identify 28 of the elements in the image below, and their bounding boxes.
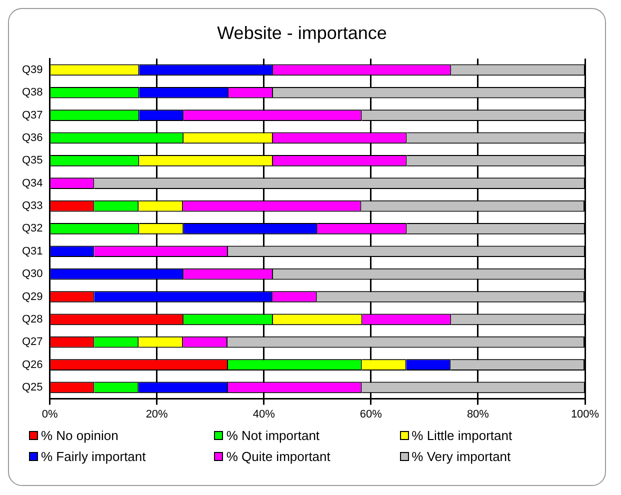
y-tick-label: Q25 [22, 381, 43, 394]
y-tick-label: Q28 [22, 313, 43, 326]
y-tick-label: Q29 [22, 290, 43, 303]
x-tick-label: 40% [252, 408, 276, 420]
x-tick-label: 20% [146, 408, 168, 420]
y-tick-label: Q27 [22, 336, 43, 348]
x-tick-label: 80% [466, 408, 490, 420]
legend-label: % Very important [412, 449, 511, 464]
y-tick-label: Q35 [22, 154, 43, 167]
x-tick-label: 100% [570, 408, 600, 420]
y-tick-label: Q36 [22, 132, 43, 144]
y-tick-label: Q37 [22, 109, 43, 122]
legend-label: % Little important [412, 428, 512, 443]
x-tick-label: 0% [42, 408, 58, 420]
y-tick-label: Q32 [22, 222, 43, 235]
y-tick-label: Q31 [22, 245, 43, 258]
y-tick-label: Q38 [22, 86, 43, 99]
legend-label: % No opinion [41, 428, 118, 443]
chart-title: Website - importance [217, 22, 387, 43]
y-tick-label: Q26 [22, 358, 43, 371]
y-tick-label: Q30 [22, 268, 43, 280]
y-tick-label: Q39 [22, 64, 43, 76]
y-tick-label: Q33 [22, 200, 43, 212]
legend-label: % Fairly important [41, 449, 146, 464]
y-tick-label: Q34 [22, 177, 43, 190]
legend-label: % Not important [226, 428, 320, 443]
legend-label: % Quite important [226, 449, 330, 464]
x-tick-label: 60% [360, 408, 382, 420]
